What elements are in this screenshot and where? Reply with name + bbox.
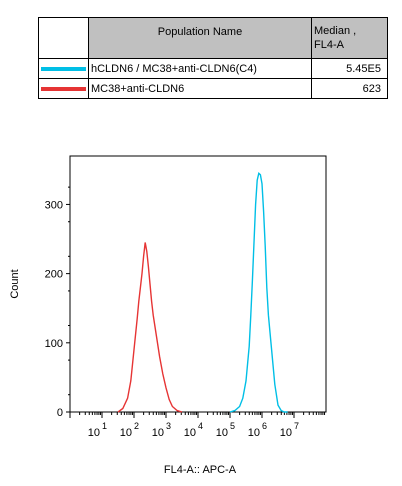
- legend-row-hcldn6: hCLDN6 / MC38+anti-CLDN6(C4) 5.45E5: [38, 58, 388, 79]
- legend-swatch-cyan-line: [41, 66, 86, 71]
- x-tick-label-base: 10: [152, 427, 164, 439]
- x-tick-label-base: 10: [184, 427, 196, 439]
- x-tick-label-base: 10: [280, 427, 292, 439]
- legend-population-name: MC38+anti-CLDN6: [88, 78, 312, 99]
- legend-header-median-line2: FL4-A: [314, 39, 344, 51]
- y-tick-label: 0: [57, 407, 63, 419]
- x-tick-label-exponent: 6: [262, 421, 267, 431]
- legend-header-swatch-cell: [38, 17, 89, 59]
- legend-median-value: 623: [311, 78, 388, 99]
- series-line-1: [117, 242, 183, 413]
- x-tick-label-exponent: 1: [102, 421, 107, 431]
- population-legend-table: Population Name Median , FL4-A hCLDN6 / …: [38, 17, 388, 99]
- plot-frame: [69, 155, 327, 413]
- series-line-0: [229, 172, 288, 413]
- x-tick-label-exponent: 4: [198, 421, 203, 431]
- legend-swatch-red-line: [41, 86, 86, 91]
- y-tick-label: 200: [45, 269, 63, 281]
- x-tick-label-base: 10: [248, 427, 260, 439]
- histogram-series: [117, 172, 288, 413]
- y-tick-label: 100: [45, 338, 63, 350]
- y-tick-label: 300: [45, 199, 63, 211]
- legend-header-median: Median , FL4-A: [311, 17, 388, 59]
- x-tick-label-exponent: 2: [134, 421, 139, 431]
- axis-ticks: [66, 186, 326, 418]
- x-tick-label-base: 10: [216, 427, 228, 439]
- legend-population-name: hCLDN6 / MC38+anti-CLDN6(C4): [88, 58, 312, 79]
- legend-row-mc38: MC38+anti-CLDN6 623: [38, 78, 388, 99]
- x-tick-label-exponent: 3: [166, 421, 171, 431]
- legend-median-value: 5.45E5: [311, 58, 388, 79]
- x-tick-label-exponent: 5: [230, 421, 235, 431]
- y-axis-label: Count: [9, 269, 21, 298]
- x-tick-label-base: 10: [120, 427, 132, 439]
- x-axis-label: FL4-A:: APC-A: [164, 464, 237, 476]
- legend-header-median-line1: Median ,: [314, 25, 357, 37]
- x-tick-label-base: 10: [88, 427, 100, 439]
- plot-border: [69, 155, 327, 413]
- x-tick-label-exponent: 7: [294, 421, 299, 431]
